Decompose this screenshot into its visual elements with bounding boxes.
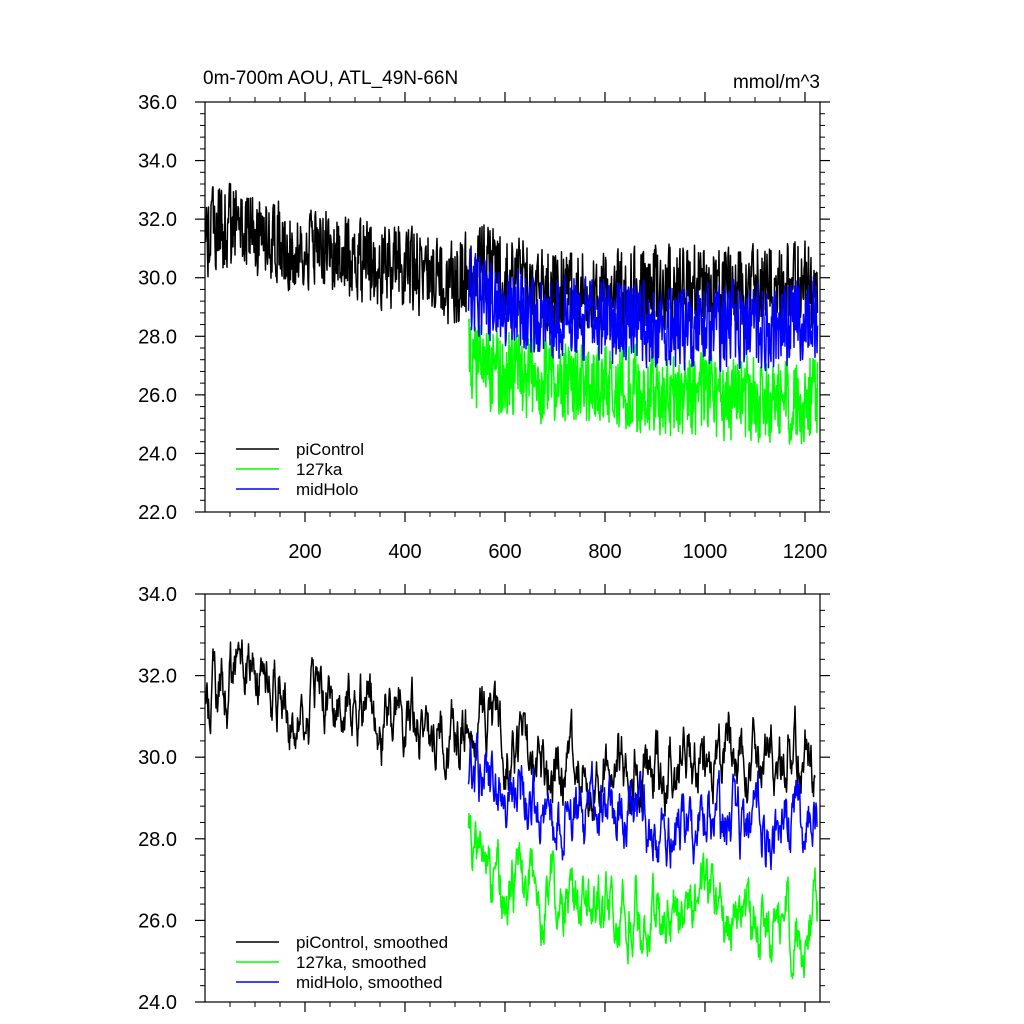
y-tick-label: 22.0: [138, 502, 177, 524]
y-tick-label: 30.0: [138, 747, 177, 769]
series-line-127ka-smoothed: [467, 812, 819, 980]
bottom-panel: 24.0 26.0 28.0 30.0 32.0 34.0 piControl, smoo…: [138, 584, 830, 1014]
top-chart-title: 0m-700m AOU, ATL_49N-66N: [203, 68, 458, 89]
x-tick-label: 200: [288, 541, 321, 563]
x-tick-label: 600: [488, 541, 521, 563]
y-tick-label: 34.0: [138, 584, 177, 606]
y-tick-label: 30.0: [138, 268, 177, 290]
x-tick-label: 800: [588, 541, 621, 563]
y-tick-label: 28.0: [138, 326, 177, 348]
series-line-picontrol-smoothed: [205, 639, 816, 822]
top-plot-area: [205, 182, 819, 445]
y-tick-label: 36.0: [138, 92, 177, 114]
y-tick-label: 24.0: [138, 992, 177, 1014]
bottom-axes: 24.0 26.0 28.0 30.0 32.0 34.0: [138, 584, 830, 1014]
plot-frame: [204, 101, 821, 513]
legend-label: midHolo, smoothed: [296, 973, 442, 992]
x-tick-label: 1000: [683, 541, 728, 563]
legend-label: 127ka: [296, 460, 343, 479]
plot-frame: [204, 593, 821, 1003]
top-axes: 22.0 24.0 26.0 28.0 30.0 32.0 34.0 36.0 200 400 60…: [138, 92, 830, 563]
top-panel: 0m-700m AOU, ATL_49N-66N mmol/m^3 22.0 24…: [138, 68, 830, 563]
y-tick-label: 24.0: [138, 443, 177, 465]
legend-label: midHolo: [296, 480, 358, 499]
series-line-picontrol: [205, 182, 819, 335]
y-tick-label: 26.0: [138, 385, 177, 407]
series-line-midholo-smoothed: [467, 732, 818, 871]
y-tick-label: 32.0: [138, 209, 177, 231]
y-tick-label: 32.0: [138, 666, 177, 688]
y-tick-label: 28.0: [138, 829, 177, 851]
top-chart-units: mmol/m^3: [733, 72, 820, 93]
x-tick-label: 1200: [783, 541, 828, 563]
series-line-127ka: [467, 318, 819, 445]
legend-label: piControl, smoothed: [296, 933, 448, 952]
y-tick-label: 34.0: [138, 151, 177, 173]
y-tick-label: 26.0: [138, 910, 177, 932]
x-tick-label: 400: [388, 541, 421, 563]
legend-label: 127ka, smoothed: [296, 953, 426, 972]
legend-label: piControl: [296, 440, 364, 459]
series-line-midholo: [467, 248, 819, 373]
bottom-plot-area: [205, 639, 819, 980]
